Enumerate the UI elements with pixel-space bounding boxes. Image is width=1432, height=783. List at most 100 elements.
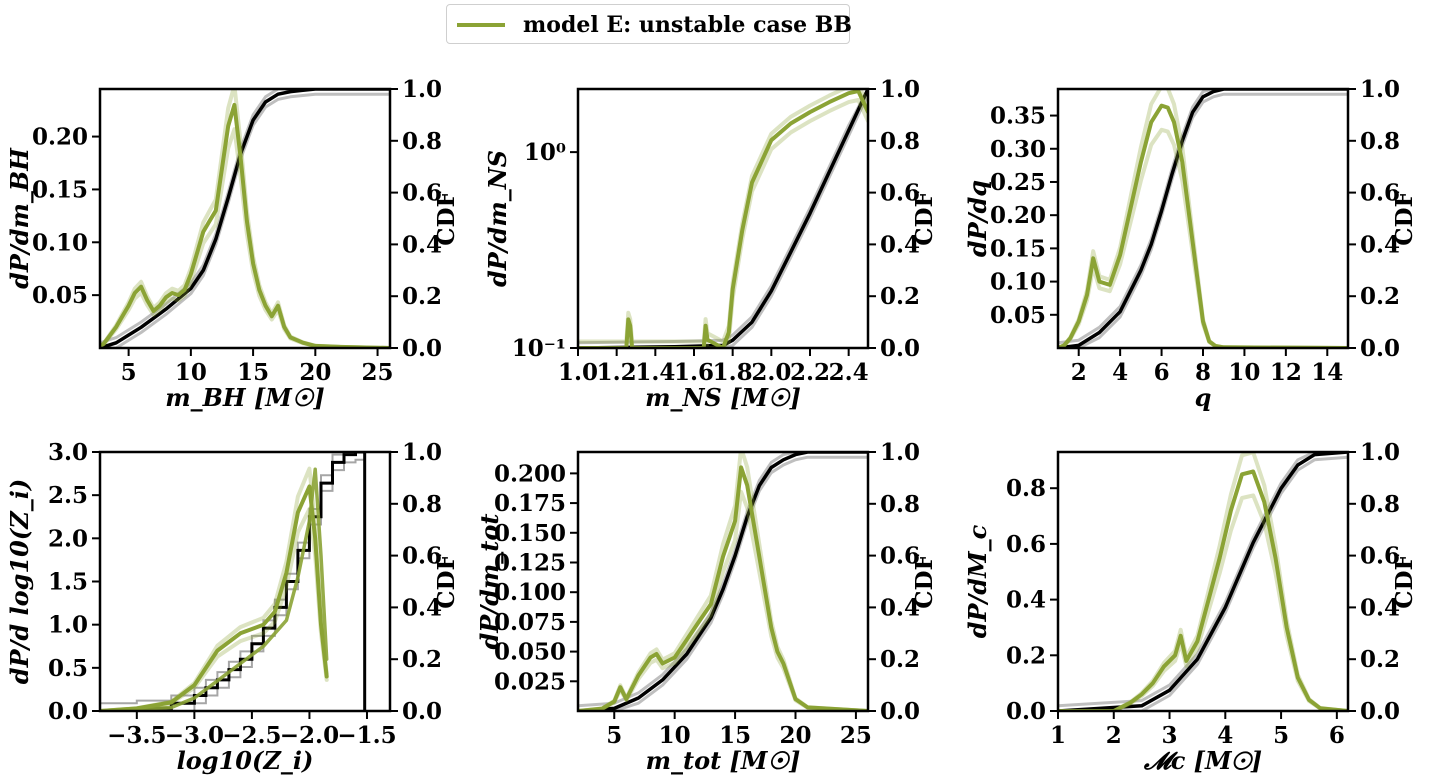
y-tick-label: 1.5 bbox=[48, 569, 88, 596]
y-tick-label: 0.0 bbox=[1006, 698, 1046, 725]
subplot-1: 5 10 15 20 25 0.05 0.10 0.15 0.20 0.0 0.2 0.4 0.6 0.8… bbox=[5, 76, 460, 412]
subplot-4: −3.5−3.0−2.5−2.0−1.50.00.51.01.52.02.53.… bbox=[5, 439, 460, 775]
x-tick-label: 12 bbox=[1270, 359, 1302, 386]
y2-tick-label: 0.4 bbox=[402, 594, 442, 621]
y-tick-label: 0.05 bbox=[32, 282, 88, 309]
y2-tick-label: 0.0 bbox=[402, 698, 442, 725]
x-axis-label: m_NS [M☉] bbox=[645, 383, 801, 412]
y-tick-label: 2.0 bbox=[48, 525, 88, 552]
y2-tick-label: 0.8 bbox=[1360, 491, 1400, 518]
y-tick-label: 0.35 bbox=[990, 103, 1046, 130]
legend: model E: unstable case BB bbox=[446, 4, 852, 44]
y-tick-label: 0.15 bbox=[32, 176, 88, 203]
plot-area bbox=[1058, 89, 1348, 348]
y2-axis-label: CDF bbox=[1391, 554, 1418, 609]
y2-axis-label: CDF bbox=[911, 191, 938, 246]
y2-tick-label: 0.6 bbox=[402, 180, 442, 207]
y-tick-label: 0.5 bbox=[48, 655, 88, 682]
pdf-line bbox=[100, 102, 390, 348]
y2-tick-label: 0.6 bbox=[880, 543, 920, 570]
y-tick-label: 0.075 bbox=[494, 609, 566, 636]
x-tick-label: 2 bbox=[1106, 722, 1122, 749]
x-tick-label: 2.2 bbox=[790, 359, 830, 386]
x-axis-label: 𝓜c [M☉] bbox=[1143, 746, 1262, 775]
y2-tick-label: 0.6 bbox=[1360, 543, 1400, 570]
x-tick-label: 10 bbox=[175, 359, 207, 386]
plot-area bbox=[578, 452, 868, 711]
pdf-spread-0 bbox=[100, 127, 390, 348]
x-tick-label: 25 bbox=[840, 722, 872, 749]
cdf-line bbox=[1058, 89, 1348, 348]
pdf-line bbox=[578, 89, 868, 348]
y-tick-label: 0.20 bbox=[32, 124, 88, 151]
plot-area bbox=[100, 452, 367, 711]
x-tick-label: 2 bbox=[1071, 359, 1087, 386]
x-tick-label: −2.0 bbox=[280, 722, 339, 749]
y-tick-label: 0.025 bbox=[494, 668, 566, 695]
y-tick-label: 10⁻¹ bbox=[512, 335, 566, 362]
y2-tick-label: 1.0 bbox=[880, 76, 920, 103]
y2-tick-label: 0.8 bbox=[402, 491, 442, 518]
axes-frame bbox=[576, 87, 870, 350]
y-tick-label: 0.6 bbox=[1006, 531, 1046, 558]
x-tick-label: 10 bbox=[659, 722, 691, 749]
y2-tick-label: 0.0 bbox=[880, 335, 920, 362]
y2-tick-label: 0.8 bbox=[880, 491, 920, 518]
y2-tick-label: 0.2 bbox=[880, 283, 920, 310]
y2-tick-label: 0.8 bbox=[402, 128, 442, 155]
y-axis-label: dP/dm_NS bbox=[483, 150, 512, 287]
y-tick-label: 0.175 bbox=[494, 490, 566, 517]
y-tick-label: 0.4 bbox=[1006, 587, 1046, 614]
cdf-line bbox=[578, 89, 868, 348]
y-axis-label: dP/dm_tot bbox=[475, 514, 504, 650]
x-tick-label: 2.4 bbox=[829, 359, 869, 386]
x-tick-label: 15 bbox=[719, 722, 751, 749]
pdf-line bbox=[1058, 103, 1348, 348]
y2-tick-label: 0.2 bbox=[402, 646, 442, 673]
y2-tick-label: 1.0 bbox=[402, 76, 442, 103]
y2-axis-label: CDF bbox=[433, 554, 460, 609]
y-axis-label: dP/dm_BH bbox=[5, 147, 34, 289]
subplot-3: 2 4 6 8 10 12 14 0.05 0.10 0.15 0.20 0.25 0.30 0.35 0.… bbox=[963, 76, 1418, 412]
y2-tick-label: 0.0 bbox=[402, 335, 442, 362]
y-axis-label: dP/dM_c bbox=[963, 524, 992, 638]
cdf-line bbox=[578, 452, 868, 711]
x-tick-label: 20 bbox=[779, 722, 811, 749]
y2-tick-label: 0.2 bbox=[880, 646, 920, 673]
y-axis-label: dP/dq bbox=[963, 180, 992, 257]
cdf-spread-1 bbox=[578, 89, 868, 345]
y2-tick-label: 0.0 bbox=[1360, 698, 1400, 725]
x-tick-label: 8 bbox=[1195, 359, 1211, 386]
x-tick-label: 5 bbox=[1273, 722, 1289, 749]
y2-tick-label: 1.0 bbox=[1360, 439, 1400, 466]
x-tick-label: 1 bbox=[1050, 722, 1066, 749]
axes-frame bbox=[576, 450, 870, 713]
y2-axis-label: CDF bbox=[433, 191, 460, 246]
y-tick-label: 0.050 bbox=[494, 639, 566, 666]
y-tick-label: 0.20 bbox=[990, 202, 1046, 229]
pdf-spread-0 bbox=[578, 489, 868, 711]
pdf-line bbox=[100, 484, 329, 711]
y-axis-label: dP/d log10(Z_i) bbox=[5, 479, 34, 684]
y2-tick-label: 0.4 bbox=[880, 231, 920, 258]
y2-tick-label: 0.0 bbox=[1360, 335, 1400, 362]
y-tick-label: 0.15 bbox=[990, 235, 1046, 262]
x-tick-label: 14 bbox=[1311, 359, 1343, 386]
x-tick-label: 6 bbox=[1329, 722, 1345, 749]
pdf-spread-0 bbox=[578, 98, 868, 348]
axes-frame bbox=[98, 87, 392, 350]
y-tick-label: 0.30 bbox=[990, 136, 1046, 163]
cdf-spread-0 bbox=[578, 92, 868, 348]
y-tick-label: 0.05 bbox=[990, 302, 1046, 329]
x-tick-label: 25 bbox=[362, 359, 394, 386]
y2-tick-label: 0.6 bbox=[880, 180, 920, 207]
x-tick-label: −1.5 bbox=[337, 722, 396, 749]
x-tick-label: −3.0 bbox=[165, 722, 224, 749]
y2-tick-label: 0.8 bbox=[880, 128, 920, 155]
x-tick-label: 5 bbox=[606, 722, 622, 749]
y-tick-label: 3.0 bbox=[48, 439, 88, 466]
x-tick-label: 1.8 bbox=[713, 359, 753, 386]
y-tick-label: 0.10 bbox=[990, 269, 1046, 296]
x-tick-label: 6 bbox=[1154, 359, 1170, 386]
